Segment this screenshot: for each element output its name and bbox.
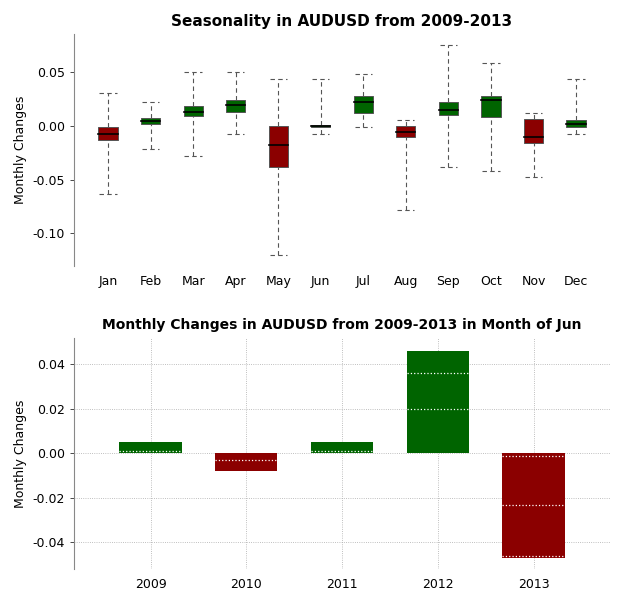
Title: Seasonality in AUDUSD from 2009-2013: Seasonality in AUDUSD from 2009-2013 <box>172 14 512 29</box>
Bar <box>119 442 182 453</box>
Title: Monthly Changes in AUDUSD from 2009-2013 in Month of Jun: Monthly Changes in AUDUSD from 2009-2013… <box>102 318 582 332</box>
Bar <box>226 100 245 112</box>
Bar <box>269 126 288 166</box>
Bar <box>439 102 458 115</box>
Y-axis label: Monthly Changes: Monthly Changes <box>14 399 27 508</box>
Bar <box>215 453 278 471</box>
Bar <box>396 126 416 137</box>
Bar <box>311 125 330 127</box>
Bar <box>481 96 500 117</box>
Bar <box>99 127 117 140</box>
Bar <box>502 453 565 558</box>
Bar <box>524 119 543 143</box>
Bar <box>567 120 586 127</box>
Bar <box>311 442 373 453</box>
Bar <box>141 118 160 123</box>
Bar <box>183 106 203 116</box>
Y-axis label: Monthly Changes: Monthly Changes <box>14 96 27 204</box>
Bar <box>407 351 469 453</box>
Bar <box>354 96 373 113</box>
